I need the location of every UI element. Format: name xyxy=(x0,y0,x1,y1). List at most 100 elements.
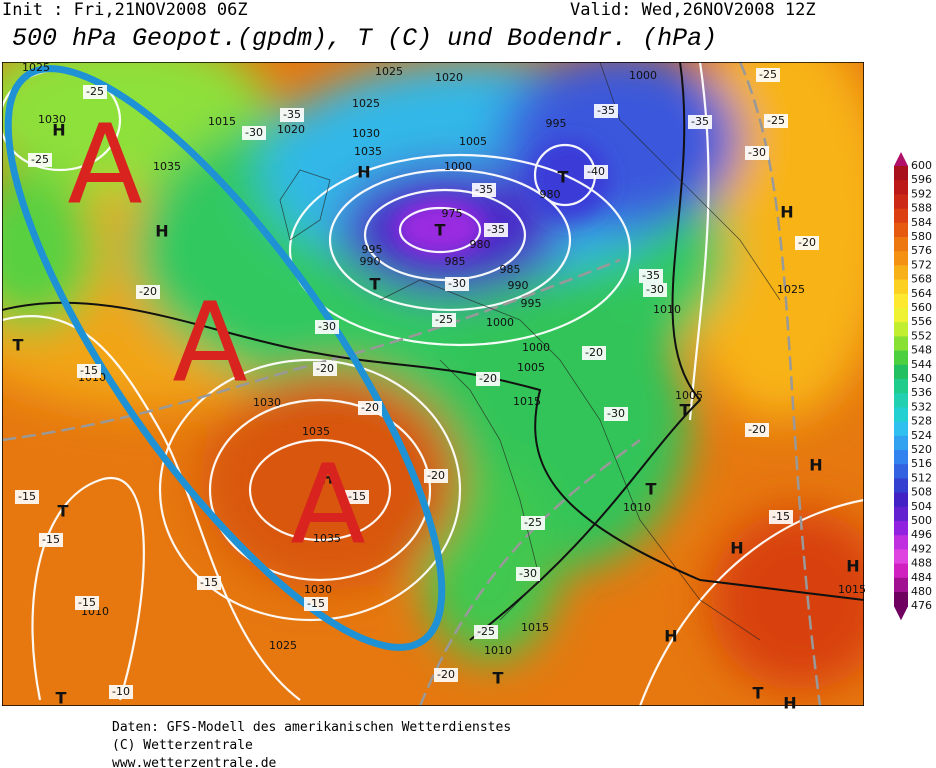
temperature-label: -30 xyxy=(748,146,766,159)
temperature-label-box xyxy=(582,346,606,360)
colorbar-swatch xyxy=(894,322,908,337)
pressure-center: T xyxy=(558,168,569,187)
isobar-label: 1005 xyxy=(517,361,545,374)
isobar-label: 1025 xyxy=(22,61,50,74)
colorbar-swatch xyxy=(894,563,908,579)
pressure-center: T xyxy=(435,221,446,240)
colorbar-swatch xyxy=(894,364,908,380)
temperature-label: -20 xyxy=(437,668,455,681)
temperature-label-box xyxy=(28,153,52,167)
pressure-center: T xyxy=(646,480,657,499)
init-time: Init : Fri,21NOV2008 06Z xyxy=(2,0,248,20)
pressure-center: H xyxy=(320,469,333,488)
temperature-label: -15 xyxy=(348,490,366,503)
temperature-label: -35 xyxy=(475,183,493,196)
temperature-label-box xyxy=(197,576,221,590)
annotation-letter: A xyxy=(67,100,142,228)
temperature-label: -20 xyxy=(316,362,334,375)
temperature-label-box xyxy=(795,236,819,250)
colorbar-top-cap xyxy=(894,152,908,166)
temperature-label: -25 xyxy=(759,68,777,81)
isobar-label: 975 xyxy=(442,207,463,220)
colorbar-label: 516 xyxy=(911,457,932,470)
temperature-label-box xyxy=(584,165,608,179)
temperature-label-box xyxy=(474,625,498,639)
isobar-label: 995 xyxy=(546,117,567,130)
colorbar-label: 592 xyxy=(911,187,932,200)
pressure-center: H xyxy=(664,627,677,646)
temperature-label-box xyxy=(745,146,769,160)
colorbar-label: 544 xyxy=(911,358,932,371)
annotation-letter: A xyxy=(290,440,365,568)
colorbar-swatch xyxy=(894,293,908,309)
temperature-label: -15 xyxy=(307,597,325,610)
pressure-center: T xyxy=(493,669,504,688)
pressure-center: H xyxy=(783,694,796,713)
colorbar-swatch xyxy=(894,180,908,195)
temperature-label-box xyxy=(424,469,448,483)
temperature-label: -30 xyxy=(519,567,537,580)
temperature-label-box xyxy=(432,313,456,327)
isobar-label: 1020 xyxy=(435,71,463,84)
temperature-label-box xyxy=(745,423,769,437)
colorbar-swatch xyxy=(894,435,908,451)
footer-line: www.wetterzentrale.de xyxy=(112,756,277,768)
colorbar-label: 520 xyxy=(911,443,932,456)
highlight-ellipse xyxy=(4,65,446,651)
isobar-label: 1025 xyxy=(375,65,403,78)
colorbar-label: 488 xyxy=(911,557,932,570)
isobar-label: 1025 xyxy=(352,97,380,110)
colorbar-label: 556 xyxy=(911,315,932,328)
isobar-label: 1035 xyxy=(302,425,330,438)
temperature-label: -15 xyxy=(42,533,60,546)
temperature-label-box xyxy=(304,597,328,611)
temperature-label-box xyxy=(39,533,63,547)
colorbar-swatch xyxy=(894,464,908,479)
colorbar-swatch xyxy=(894,379,908,394)
isobar-label: 1030 xyxy=(304,583,332,596)
colorbar-swatch xyxy=(894,279,908,295)
isobar-label: 1025 xyxy=(269,639,297,652)
isobar-label: 1005 xyxy=(675,389,703,402)
isobar-label: 1010 xyxy=(623,501,651,514)
colorbar-label: 560 xyxy=(911,301,932,314)
map-field xyxy=(2,62,864,706)
colorbar-swatch xyxy=(894,194,908,210)
temperature-label-box xyxy=(445,277,469,291)
temperature-label-box xyxy=(109,685,133,699)
valid-time: Valid: Wed,26NOV2008 12Z xyxy=(570,0,816,20)
pressure-center: H xyxy=(846,557,859,576)
temperature-label: -35 xyxy=(691,115,709,128)
temperature-label-box xyxy=(345,490,369,504)
temperature-label: -25 xyxy=(435,313,453,326)
temperature-label-box xyxy=(472,183,496,197)
temperature-label: -30 xyxy=(646,283,664,296)
colorbar-swatch xyxy=(894,450,908,465)
temperature-label-box xyxy=(313,362,337,376)
isobar-label: 1005 xyxy=(459,135,487,148)
colorbar-label: 588 xyxy=(911,202,932,215)
isobar-label: 1000 xyxy=(629,69,657,82)
temperature-label-box xyxy=(83,85,107,99)
isobar-label: 1020 xyxy=(277,123,305,136)
colorbar-label: 568 xyxy=(911,273,932,286)
temperature-label-box xyxy=(756,68,780,82)
pressure-center: H xyxy=(730,539,743,558)
colorbar-swatch xyxy=(894,251,908,266)
temperature-label: -10 xyxy=(112,685,130,698)
colorbar-label: 600 xyxy=(911,159,932,172)
pressure-center: T xyxy=(680,401,691,420)
colorbar-swatch xyxy=(894,308,908,323)
isobar-label: 1000 xyxy=(486,316,514,329)
temperature-label: -20 xyxy=(427,469,445,482)
colorbar-label: 504 xyxy=(911,500,932,513)
colorbar-label: 576 xyxy=(911,244,932,257)
isobar-label: 1035 xyxy=(313,532,341,545)
pressure-center: H xyxy=(52,121,65,140)
colorbar-label: 596 xyxy=(911,173,932,186)
temperature-label: -25 xyxy=(31,153,49,166)
colorbar-swatch xyxy=(894,535,908,550)
temperature-label-box xyxy=(434,668,458,682)
temperature-label: -20 xyxy=(479,372,497,385)
colorbar-bottom-cap xyxy=(894,606,908,621)
